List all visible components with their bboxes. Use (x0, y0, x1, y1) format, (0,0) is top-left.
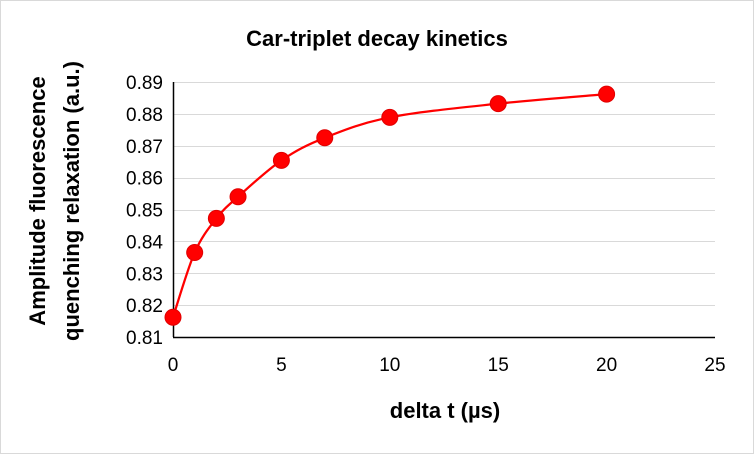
x-tick-label: 0 (168, 355, 179, 376)
tick-labels: 0.81 0.82 0.83 0.84 0.85 0.86 0.87 0.88 0.89 0 5 10… (126, 73, 726, 376)
y-tick-label: 0.87 (126, 137, 163, 158)
y-tick-label: 0.83 (126, 264, 163, 285)
y-tick-label: 0.82 (126, 296, 163, 317)
data-point (186, 244, 204, 262)
x-tick-label: 20 (596, 355, 617, 376)
data-point (598, 85, 616, 103)
data-point (207, 209, 225, 227)
y-tick-label: 0.85 (126, 201, 163, 222)
x-tick-label: 25 (704, 355, 725, 376)
data-point (272, 151, 290, 169)
axes (172, 82, 715, 339)
x-axis-title: delta t (µs) (390, 398, 500, 423)
x-tick-label: 15 (488, 355, 509, 376)
y-axis-title-line-2: quenching relaxation (a.u.) (59, 61, 84, 341)
data-point (164, 308, 182, 326)
y-tick-label: 0.81 (126, 328, 163, 349)
x-tick-label: 5 (276, 355, 287, 376)
series-line (171, 92, 607, 318)
data-point (229, 188, 247, 206)
chart-title: Car-triplet decay kinetics (246, 26, 508, 51)
y-tick-label: 0.86 (126, 169, 163, 190)
series-group (164, 85, 616, 326)
data-point (489, 95, 507, 113)
y-axis-title-line-1: Amplitude fluorescence (25, 76, 50, 325)
y-tick-label: 0.88 (126, 105, 163, 126)
data-point (381, 108, 399, 126)
data-point (316, 129, 334, 147)
gridlines (173, 82, 715, 306)
y-tick-label: 0.89 (126, 73, 163, 94)
x-tick-label: 10 (379, 355, 400, 376)
y-tick-label: 0.84 (126, 232, 163, 253)
